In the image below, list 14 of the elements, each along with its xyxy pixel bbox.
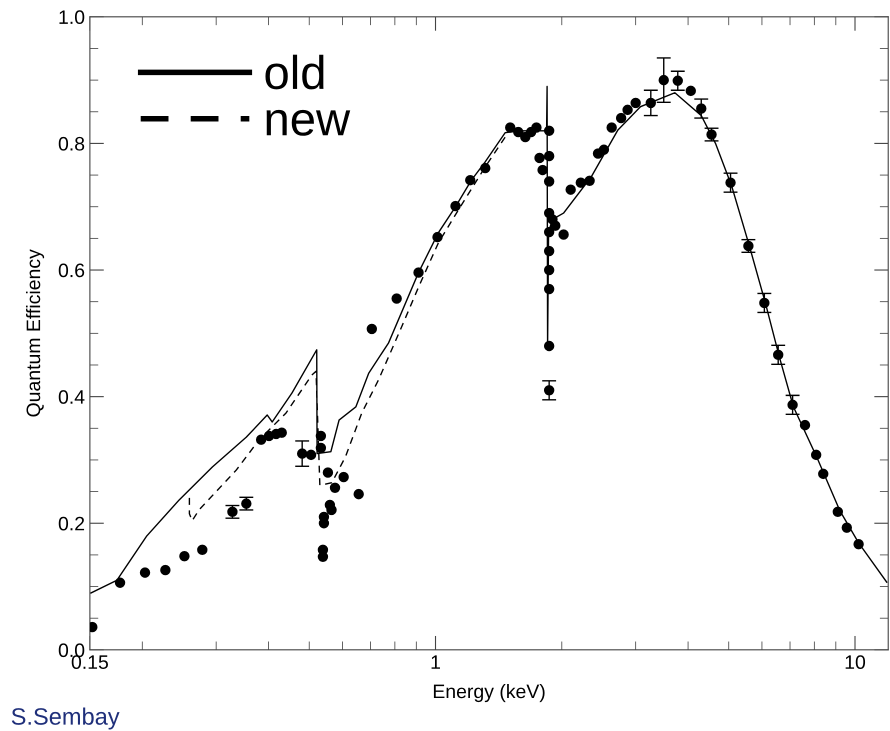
x-tick-label: 0.15 [72,655,108,670]
y-tick-label: 0.6 [58,264,84,278]
y-tick-label: 0.2 [58,516,84,530]
x-tick-label: 1 [432,655,440,669]
x-axis-title: Energy (keV) [434,684,545,702]
y-axis-title: Quantum Efficiency [26,249,44,417]
legend-label: new [266,110,350,136]
text: S.Sembay [12,708,120,730]
legend-label: old [265,54,324,90]
x-tick-label: 10 [846,655,866,670]
y-tick-label: 1.0 [59,10,84,24]
y-tick-label: 0.4 [58,390,84,404]
y-tick-label: 0.8 [58,136,84,151]
y-tick-label: 0.0 [58,643,84,658]
